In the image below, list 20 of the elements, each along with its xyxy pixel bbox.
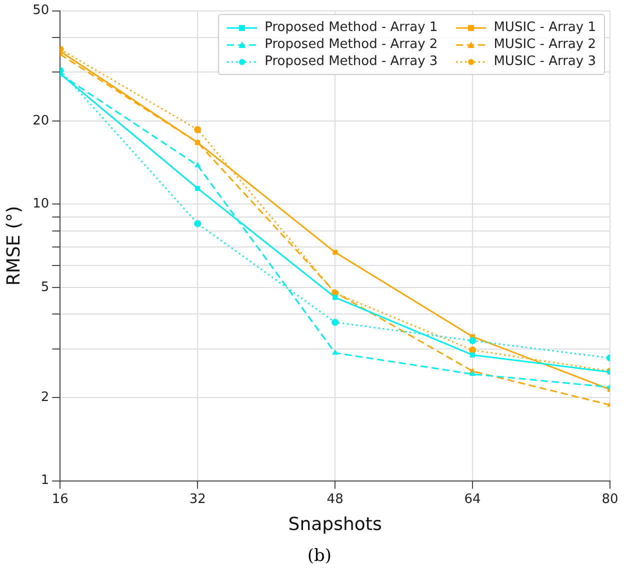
legend-label: MUSIC - Array 2 [494,37,596,52]
legend-label: Proposed Method - Array 2 [264,37,438,52]
y-tick-label: 10 [32,196,50,212]
x-tick-label: 48 [326,492,344,507]
x-tick-label: 64 [464,492,481,507]
x-tick-label: 32 [189,492,206,507]
x-tick-label: 80 [602,492,618,507]
y-tick-label: 1 [40,473,50,488]
y-tick-label: 2 [40,390,50,405]
y-tick-label: 5 [40,280,50,295]
x-tick-label: 16 [52,492,68,507]
x-axis-title: Snapshots [288,514,382,535]
y-tick-label: 20 [32,113,50,128]
legend-label: MUSIC - Array 1 [494,20,596,35]
text: (b) [306,546,333,566]
y-axis-title: RMSE (°) [3,206,24,286]
legend-label: Proposed Method - Array 3 [264,54,438,69]
legend-label: MUSIC - Array 3 [494,54,596,69]
y-tick-label: 50 [32,3,50,18]
legend-label: Proposed Method - Array 1 [264,20,438,35]
